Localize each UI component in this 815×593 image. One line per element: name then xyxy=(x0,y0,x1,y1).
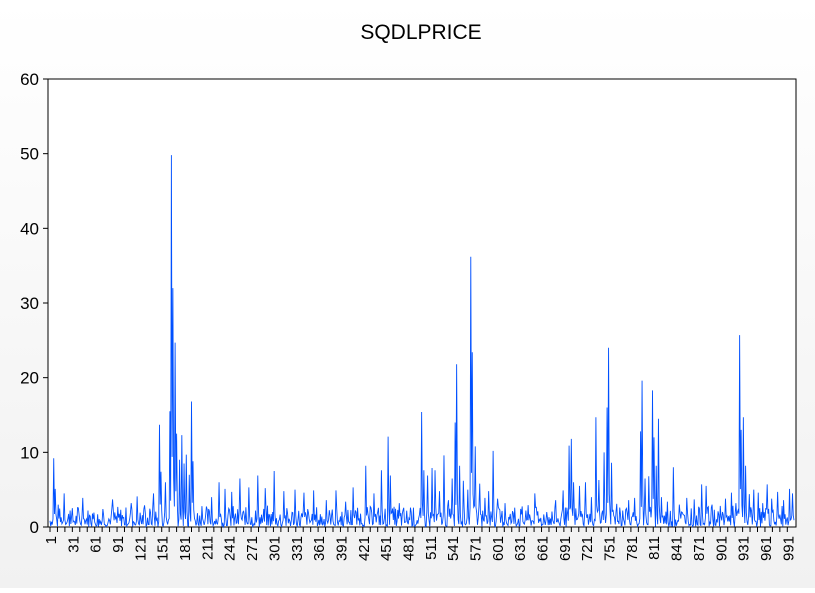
y-tick-label: 0 xyxy=(30,518,39,537)
x-tick-label: 421 xyxy=(356,536,373,561)
x-tick-label: 271 xyxy=(244,536,261,561)
y-axis: 0 10 20 30 40 50 60 xyxy=(20,70,48,537)
x-tick-label: 571 xyxy=(468,536,485,561)
y-tick-label: 10 xyxy=(20,443,39,462)
x-tick-label: 871 xyxy=(691,536,708,561)
series-line xyxy=(49,155,795,529)
x-tick-label: 841 xyxy=(669,536,686,561)
x-tick-label: 331 xyxy=(289,536,306,561)
y-tick-label: 60 xyxy=(20,70,39,89)
x-tick-label: 61 xyxy=(88,536,105,553)
x-tick-label: 931 xyxy=(736,536,753,561)
x-tick-label: 241 xyxy=(222,536,239,561)
x-tick-label: 181 xyxy=(177,536,194,561)
x-tick-label: 91 xyxy=(110,536,127,553)
x-tick-label: 751 xyxy=(602,536,619,561)
x-tick-label: 601 xyxy=(490,536,507,561)
x-tick-label: 631 xyxy=(512,536,529,561)
x-tick-label: 901 xyxy=(713,536,730,561)
x-tick-label: 811 xyxy=(646,536,663,560)
series-layer xyxy=(49,155,795,529)
x-tick-label: 481 xyxy=(400,536,417,561)
x-tick-label: 31 xyxy=(65,536,82,553)
x-axis: 1 31 61 91 121 151 181 211 241 271 301 331 361 391 421… xyxy=(43,527,797,561)
x-tick-label: 361 xyxy=(311,536,328,561)
x-tick-label: 961 xyxy=(758,536,775,561)
x-tick-label: 661 xyxy=(535,536,552,561)
x-tick-label: 721 xyxy=(579,536,596,561)
x-tick-label: 991 xyxy=(780,536,797,561)
y-tick-label: 40 xyxy=(20,219,39,238)
x-tick-label: 151 xyxy=(155,536,172,561)
x-tick-label: 121 xyxy=(132,536,149,561)
y-tick-label: 50 xyxy=(20,145,39,164)
x-tick-label: 511 xyxy=(423,536,440,560)
x-tick-label: 391 xyxy=(333,536,350,561)
x-tick-label: 301 xyxy=(266,536,283,561)
x-tick-label: 211 xyxy=(199,536,216,560)
chart-title: SQDLPRICE xyxy=(360,21,481,44)
y-tick-label: 20 xyxy=(20,369,39,388)
x-tick-label: 1 xyxy=(43,536,60,544)
x-tick-label: 451 xyxy=(378,536,395,561)
y-tick-label: 30 xyxy=(20,294,39,313)
x-tick-label: 541 xyxy=(445,536,462,561)
x-tick-label: 781 xyxy=(624,536,641,561)
x-tick-label: 691 xyxy=(557,536,574,561)
